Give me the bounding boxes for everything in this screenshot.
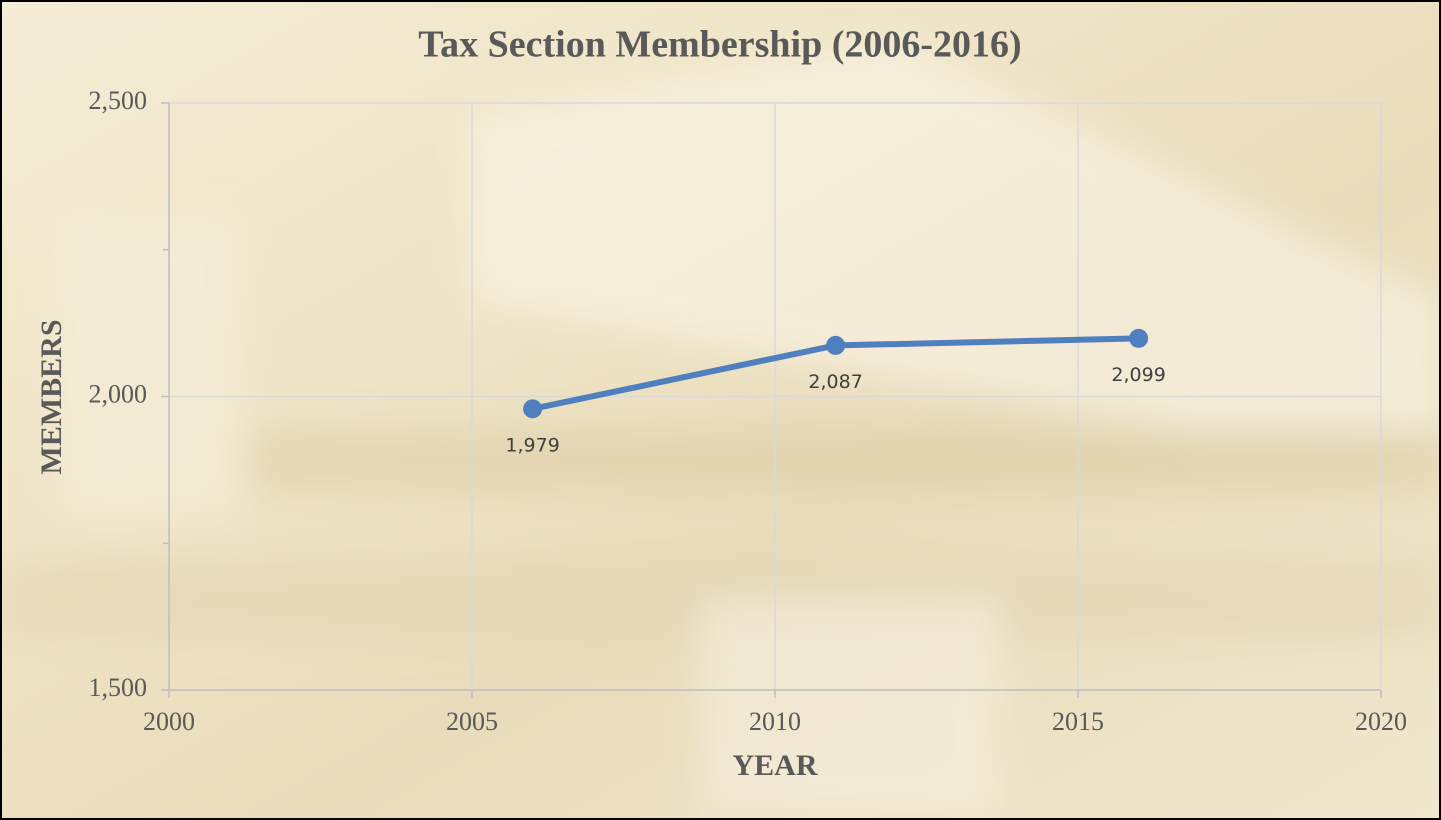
y-axis-label: MEMBERS (35, 319, 68, 474)
y-tick-label: 1,500 (89, 673, 148, 702)
x-tick-label: 2020 (1355, 707, 1407, 736)
x-tick-label: 2000 (143, 707, 195, 736)
background-image (0, 40, 1441, 820)
data-label: 2,099 (1111, 364, 1165, 386)
x-axis-label: YEAR (732, 749, 817, 782)
data-point (826, 335, 846, 355)
x-tick-label: 2005 (446, 707, 498, 736)
chart-title: Tax Section Membership (2006-2016) (418, 24, 1021, 66)
y-tick-label: 2,000 (89, 379, 148, 408)
x-tick-label: 2010 (749, 707, 801, 736)
y-tick-label: 2,500 (89, 86, 148, 115)
data-point (523, 399, 543, 419)
data-label: 1,979 (505, 434, 559, 456)
data-point (1129, 328, 1149, 348)
x-tick-label: 2015 (1052, 707, 1104, 736)
data-label: 2,087 (808, 371, 862, 393)
